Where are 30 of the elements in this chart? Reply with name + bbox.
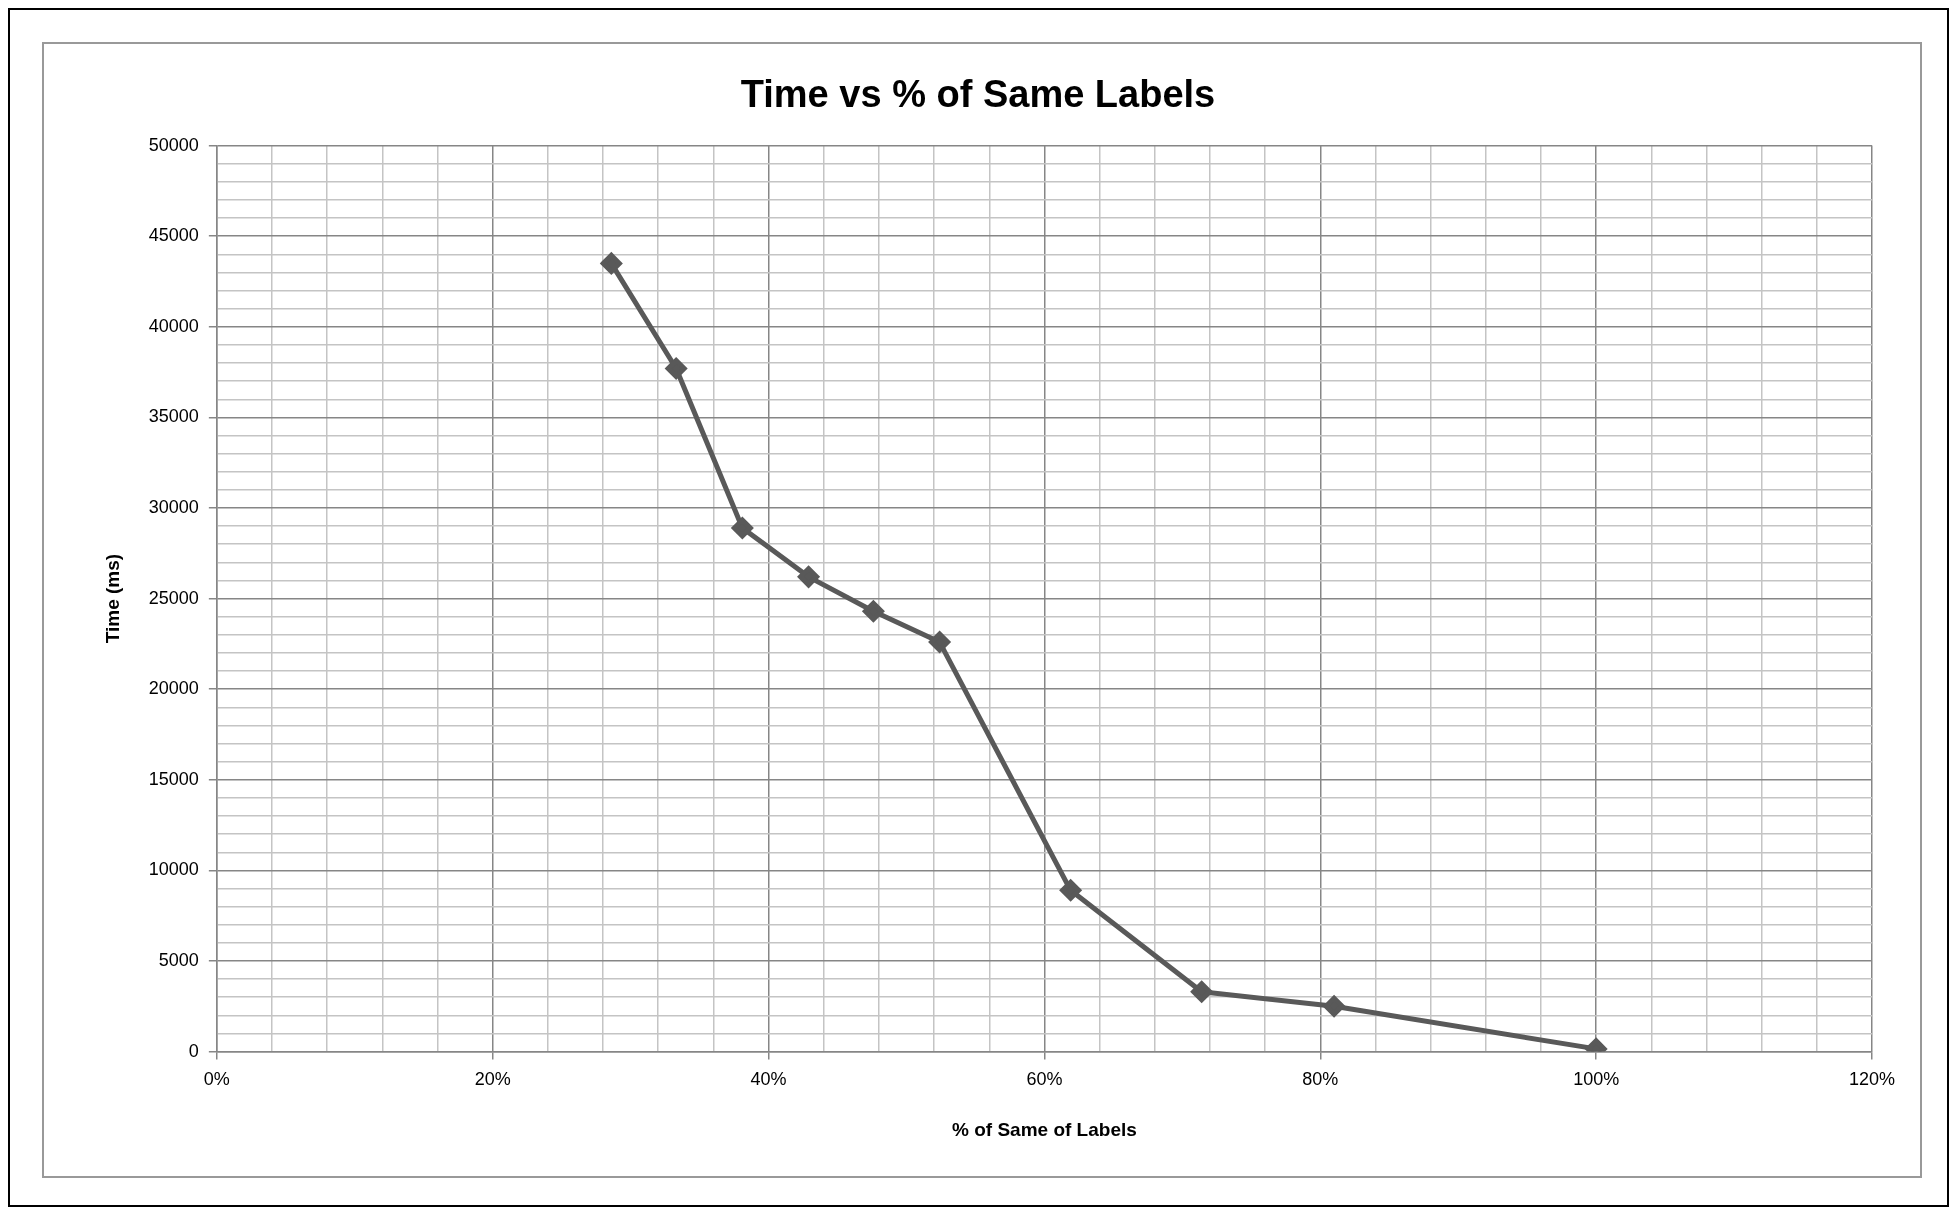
point [798,566,820,588]
y-tick-label: 5000 [158,949,199,970]
point [862,600,884,622]
x-tick-label: 100% [1573,1069,1620,1090]
y-tick-label: 30000 [148,496,199,517]
point [600,252,622,274]
x-tick-label: 20% [474,1069,511,1090]
point [665,357,687,379]
point [929,631,951,653]
x-tick-label: 0% [203,1069,230,1090]
y-tick-label: 10000 [148,859,199,880]
x-axis-title: % of Same of Labels [952,1118,1137,1140]
y-tick-label: 35000 [148,406,199,427]
point [731,517,753,539]
point [1323,995,1345,1017]
y-tick-label: 40000 [148,315,199,336]
y-axis-title: Time (ms) [101,553,123,644]
chart-title: Time vs % of Same Labels [740,73,1216,116]
y-tick-label: 0 [188,1040,199,1061]
point [1060,879,1082,901]
x-tick-label: 60% [1026,1069,1063,1090]
y-tick-label: 20000 [148,678,199,699]
y-tick-label: 50000 [148,134,199,155]
y-tick-label: 15000 [148,768,199,789]
x-tick-label: 40% [750,1069,787,1090]
x-tick-label: 80% [1302,1069,1339,1090]
point [1191,981,1213,1003]
y-tick-label: 45000 [148,225,199,246]
y-tick-label: 25000 [148,587,199,608]
x-tick-label: 120% [1848,1069,1896,1090]
